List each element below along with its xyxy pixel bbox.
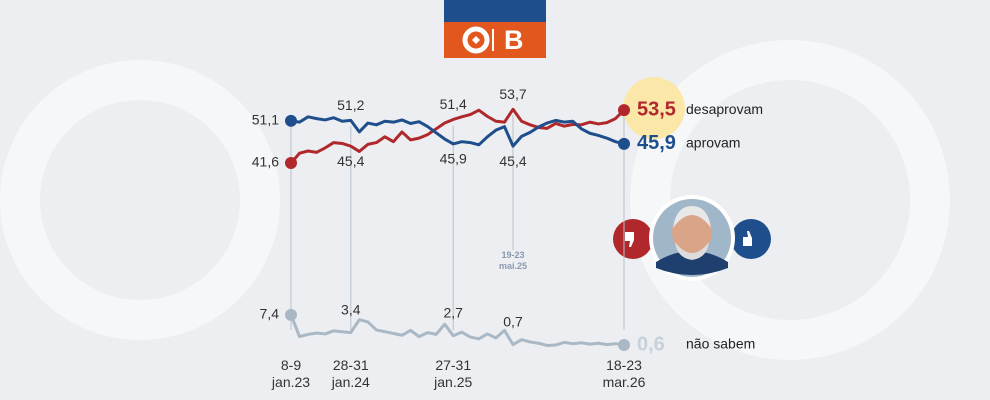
value-label: 53,7 [499, 86, 526, 102]
value-label: 51,2 [337, 97, 364, 113]
logo-box: B [444, 22, 546, 58]
x-tick-label: 8-9 jan.23 [271, 357, 311, 390]
legend-label: não sabem [686, 336, 755, 352]
point [285, 308, 297, 321]
point [618, 137, 630, 150]
series-line [289, 107, 626, 164]
value-label: 45,9 [440, 151, 467, 167]
point [618, 339, 630, 352]
series-line [289, 314, 625, 347]
series-line [290, 115, 625, 148]
point [285, 156, 297, 169]
value-label: 45,4 [499, 153, 526, 169]
logo-icon [462, 26, 490, 54]
value-label: 2,7 [443, 304, 463, 320]
value-label: 7,4 [260, 306, 280, 322]
value-label: 0,7 [503, 313, 523, 329]
logo: B [444, 0, 546, 58]
logo-divider [492, 29, 494, 51]
x-tick-label: 18-23 mar.26 [602, 357, 646, 390]
value-label: 45,4 [337, 153, 364, 169]
point [618, 104, 630, 117]
x-tick-label: 28-31 jan.24 [331, 357, 370, 390]
point [285, 114, 297, 127]
value-label: 3,4 [341, 301, 361, 317]
value-label: 53,5 [637, 98, 676, 120]
legend-label: aprovam [686, 135, 740, 151]
approval-icons [613, 195, 771, 281]
x-tick-label: 27-31 jan.25 [434, 357, 473, 390]
value-label: 0,6 [637, 333, 665, 355]
legend-label: desaprovam [686, 101, 763, 117]
value-label: 41,6 [252, 154, 279, 170]
logo-band [444, 0, 546, 22]
value-label: 45,9 [637, 132, 676, 154]
logo-text: B [504, 25, 524, 55]
background-rays [0, 40, 950, 360]
highlight [623, 77, 685, 140]
x-tick-label: 19-23 mai.25 [498, 250, 528, 271]
value-label: 51,4 [440, 96, 467, 112]
value-label: 51,1 [252, 112, 279, 128]
